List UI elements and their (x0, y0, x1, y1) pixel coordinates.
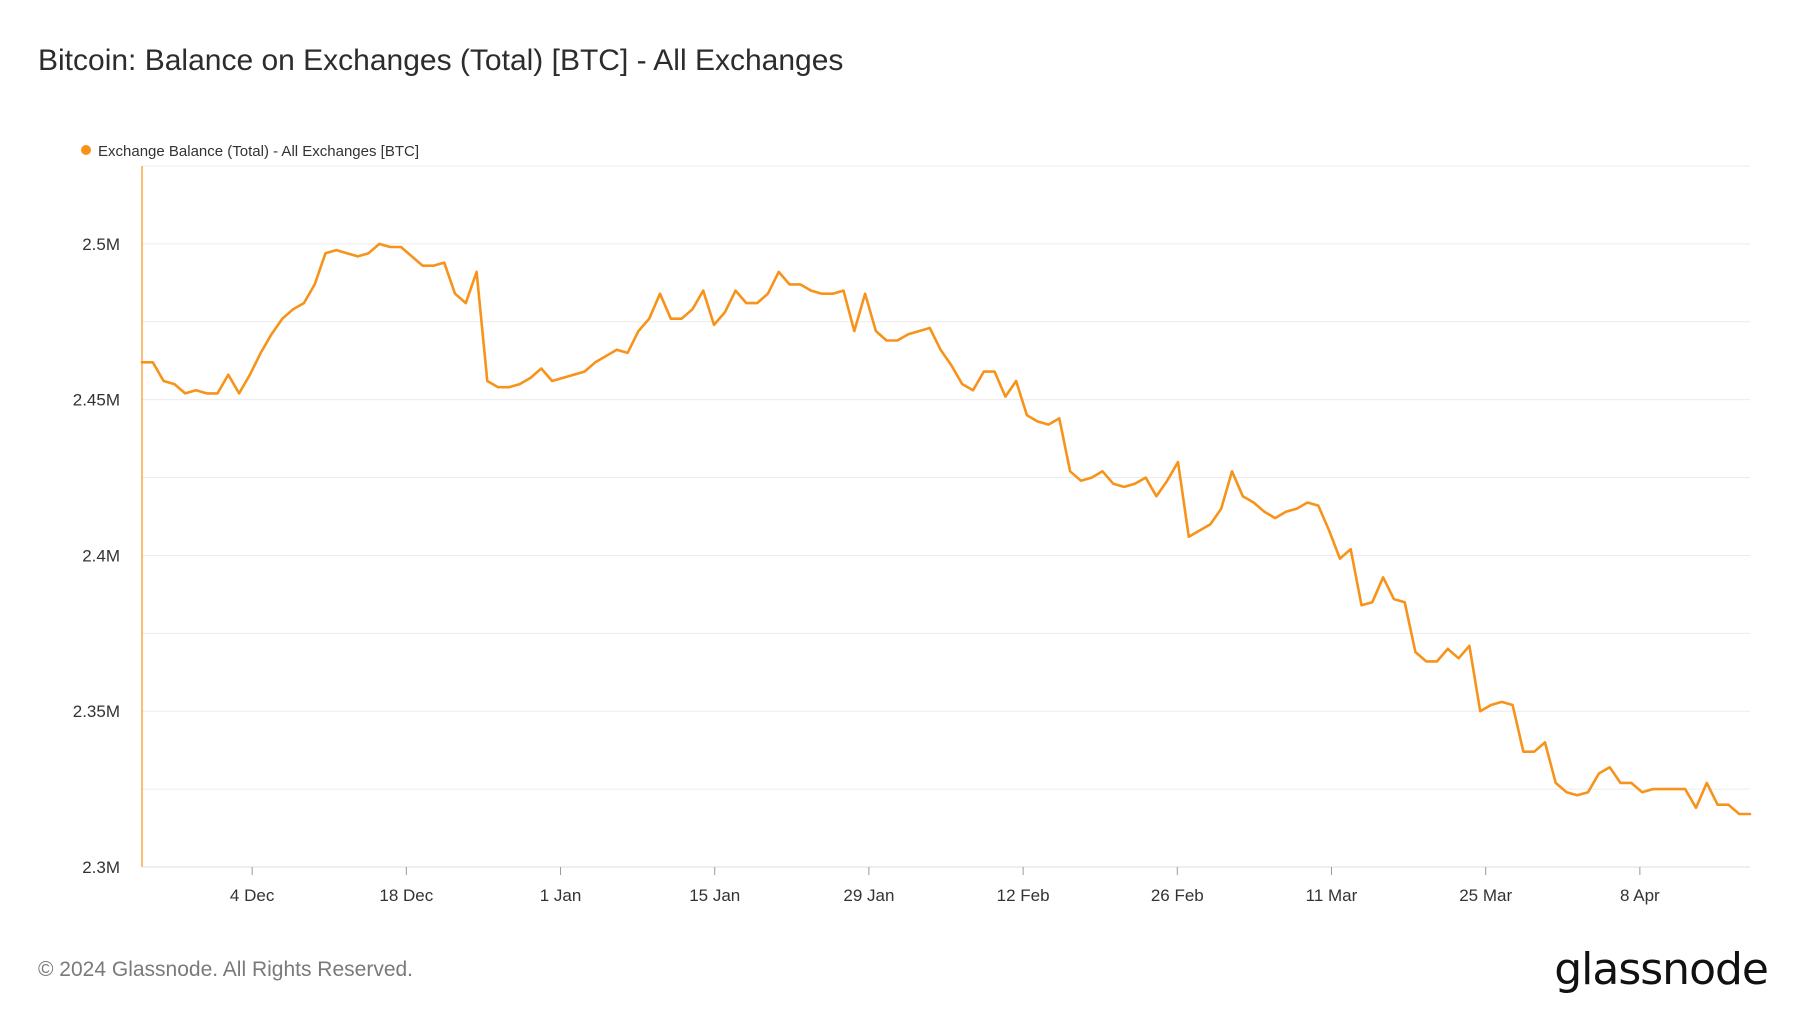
chart-title: Bitcoin: Balance on Exchanges (Total) [B… (38, 44, 844, 77)
y-tick-label: 2.35M (73, 702, 120, 721)
series-layer (140, 242, 1752, 816)
x-tick-label: 8 Apr (1620, 886, 1660, 905)
y-tick-label: 2.5M (82, 235, 120, 254)
y-axis: 2.3M 2.35M 2.4M 2.45M 2.5M (73, 166, 143, 877)
x-tick-label: 29 Jan (843, 886, 894, 905)
x-tick-label: 18 Dec (379, 886, 433, 905)
legend-label: Exchange Balance (Total) - All Exchanges… (98, 143, 419, 160)
legend[interactable]: Exchange Balance (Total) - All Exchanges… (81, 143, 419, 160)
x-tick-label: 15 Jan (689, 886, 740, 905)
y-tick-label: 2.45M (73, 391, 120, 410)
x-tick-label: 26 Feb (1151, 886, 1204, 905)
x-tick-label: 11 Mar (1306, 886, 1358, 905)
legend-marker (81, 145, 91, 155)
y-tick-label: 2.3M (82, 858, 120, 877)
x-tick-label: 4 Dec (230, 886, 275, 905)
copyright-footer: © 2024 Glassnode. All Rights Reserved. (38, 958, 414, 981)
x-axis: 4 Dec 18 Dec 1 Jan 15 Jan 29 Jan 12 Feb 26 Feb… (142, 866, 1750, 905)
x-tick-label: 12 Feb (997, 886, 1050, 905)
x-tick-label: 1 Jan (540, 886, 582, 905)
glassnode-logo[interactable]: glassnode (1554, 944, 1769, 995)
x-tick-label: 25 Mar (1459, 886, 1512, 905)
y-tick-label: 2.4M (82, 546, 120, 565)
series-line-exchange-balance[interactable] (140, 242, 1752, 816)
grid-lines (142, 165, 1750, 868)
